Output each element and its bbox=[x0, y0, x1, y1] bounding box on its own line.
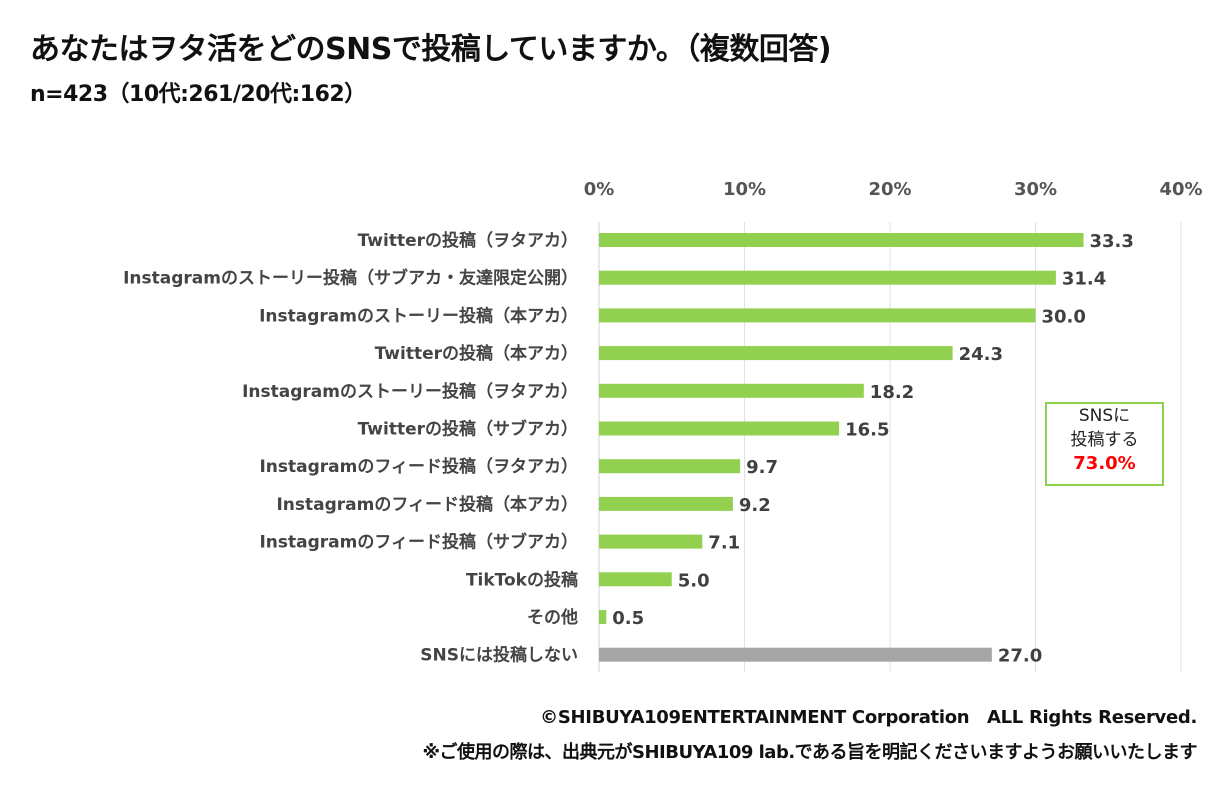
category-label: その他 bbox=[527, 607, 578, 628]
bar bbox=[599, 421, 840, 436]
bar bbox=[599, 459, 741, 474]
x-tick-label: 20% bbox=[868, 179, 911, 200]
value-label: 5.0 bbox=[678, 570, 710, 591]
value-label: 33.3 bbox=[1090, 231, 1134, 252]
bars bbox=[599, 233, 1084, 662]
category-label: Instagramのストーリー投稿（サブアカ・友達限定公開） bbox=[123, 268, 578, 289]
category-label: Instagramのストーリー投稿（本アカ） bbox=[259, 305, 578, 326]
bar bbox=[599, 647, 992, 662]
callout-line1: SNSに bbox=[1078, 406, 1131, 426]
chart-subtitle: n=423（10代:261/20代:162） bbox=[30, 82, 366, 107]
usage-notice: ※ご使用の際は、出典元がSHIBUYA109 lab.である旨を明記くださいます… bbox=[422, 742, 1198, 763]
value-label: 18.2 bbox=[870, 382, 914, 403]
category-label: Instagramのフィード投稿（サブアカ） bbox=[259, 532, 578, 553]
category-label: Instagramのストーリー投稿（ヲタアカ） bbox=[242, 381, 578, 402]
x-tick-label: 40% bbox=[1159, 179, 1202, 200]
bar bbox=[599, 233, 1084, 247]
value-label: 16.5 bbox=[845, 420, 889, 441]
chart-title: あなたはヲタ活をどのSNSで投稿していますか。（複数回答) bbox=[30, 32, 832, 67]
x-tick-label: 30% bbox=[1014, 179, 1057, 200]
category-label: Twitterの投稿（サブアカ） bbox=[358, 419, 578, 440]
category-label: TikTokの投稿 bbox=[466, 569, 578, 590]
value-label: 27.0 bbox=[998, 646, 1042, 667]
value-label: 30.0 bbox=[1042, 306, 1086, 327]
x-tick-label: 10% bbox=[723, 179, 766, 200]
copyright-text: ©SHIBUYA109ENTERTAINMENT Corporation ALL… bbox=[540, 707, 1197, 728]
bar bbox=[599, 346, 953, 361]
value-label: 9.7 bbox=[746, 457, 778, 478]
bar bbox=[599, 610, 607, 624]
x-tick-label: 0% bbox=[584, 179, 615, 200]
bar bbox=[599, 383, 864, 398]
sns-post-total-callout: SNSに 投稿する 73.0% bbox=[1045, 402, 1164, 486]
callout-line2: 投稿する bbox=[1070, 430, 1139, 450]
category-label: SNSには投稿しない bbox=[420, 645, 578, 666]
bar bbox=[599, 270, 1056, 285]
bar bbox=[599, 308, 1036, 323]
value-label: 9.2 bbox=[739, 495, 771, 516]
value-label: 7.1 bbox=[708, 533, 740, 554]
category-label: Instagramのフィード投稿（ヲタアカ） bbox=[259, 456, 578, 477]
value-label: 24.3 bbox=[959, 344, 1003, 365]
bar bbox=[599, 572, 672, 587]
value-label: 31.4 bbox=[1062, 269, 1106, 290]
category-labels: Twitterの投稿（ヲタアカ） Instagramのストーリー投稿（サブアカ・友… bbox=[123, 230, 578, 666]
x-axis-ticks: 0% 10% 20% 30% 40% bbox=[584, 179, 1203, 200]
value-labels: 33.3 31.4 30.0 24.3 18.2 16.5 9.7 9.2 7.1 5.0 0.5 2… bbox=[612, 231, 1134, 667]
category-label: Twitterの投稿（本アカ） bbox=[375, 343, 578, 364]
bar bbox=[599, 534, 703, 549]
bar bbox=[599, 496, 733, 511]
callout-value: 73.0% bbox=[1073, 453, 1136, 474]
gridlines bbox=[598, 222, 1182, 672]
category-label: Instagramのフィード投稿（本アカ） bbox=[276, 494, 578, 515]
category-label: Twitterの投稿（ヲタアカ） bbox=[358, 230, 578, 251]
value-label: 0.5 bbox=[612, 608, 644, 629]
